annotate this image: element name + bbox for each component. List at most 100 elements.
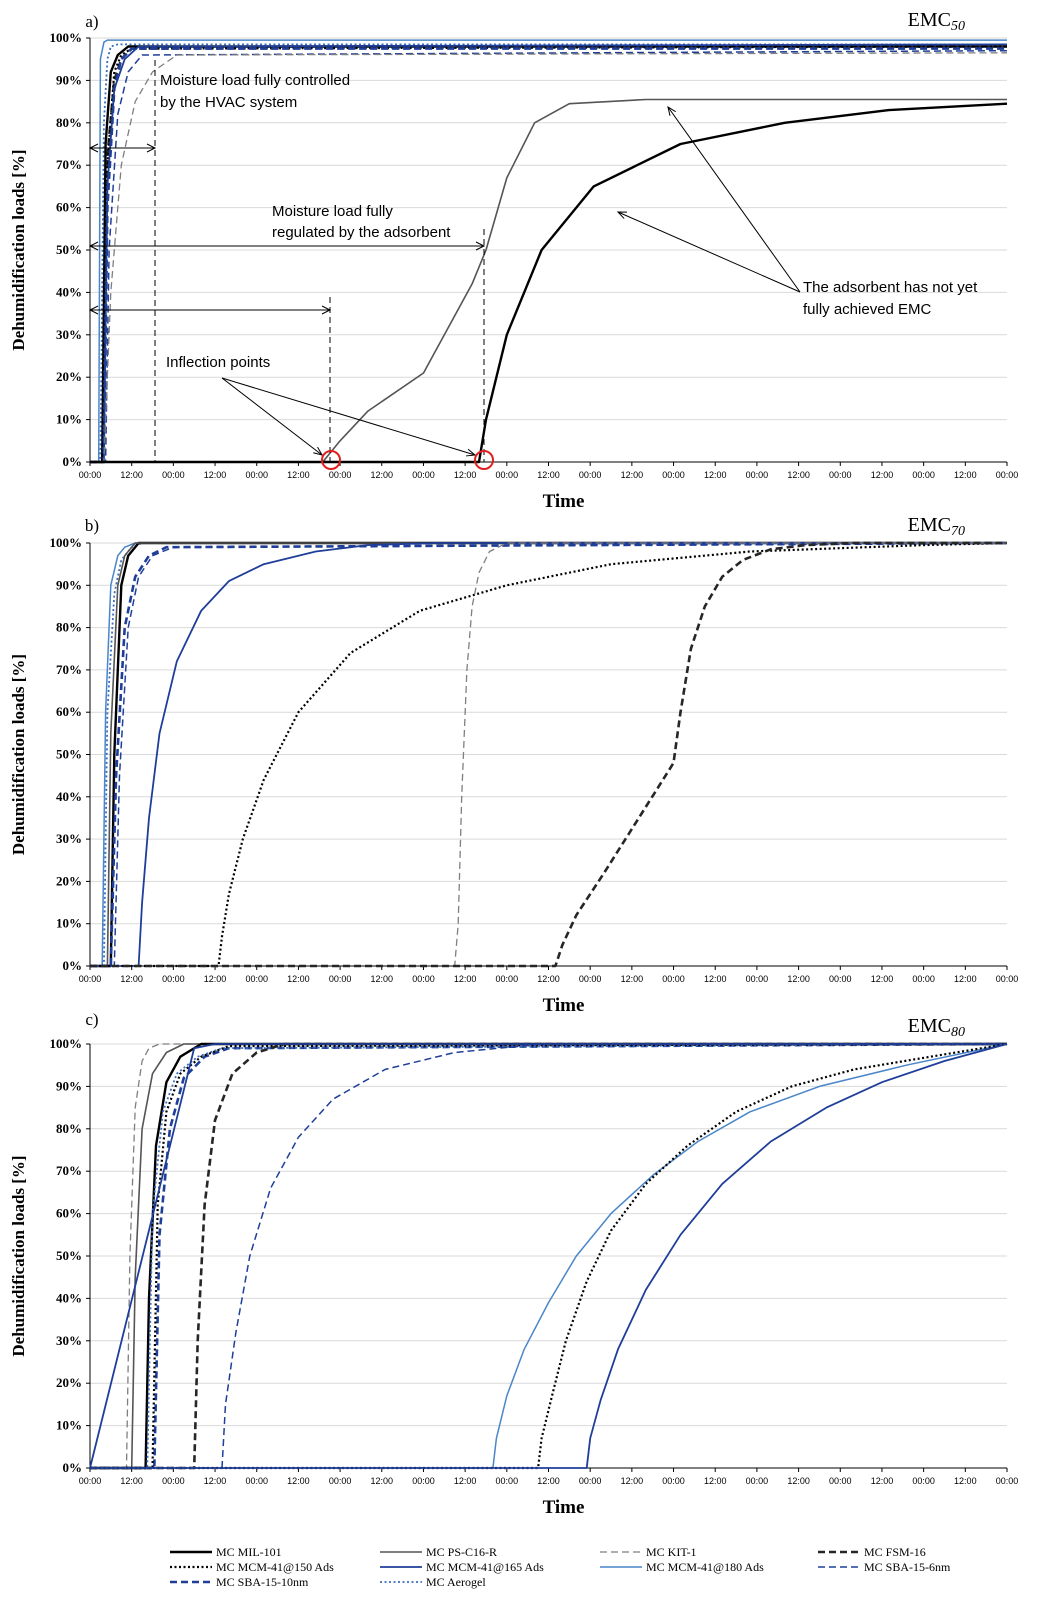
x-tick-label: 12:00	[537, 974, 560, 984]
series-line-fsm16	[90, 1042, 1007, 1470]
inflection-marker	[474, 450, 494, 470]
y-tick-label: 30%	[56, 831, 82, 846]
legend-label-mcm150: MC MCM-41@150 Ads	[216, 1560, 334, 1574]
legend-label-fsm16: MC FSM-16	[864, 1545, 926, 1559]
y-tick-label: 90%	[56, 72, 82, 87]
x-tick-label: 00:00	[412, 470, 435, 480]
annotation-arrowhead	[88, 241, 99, 251]
panel-title-main: EMC	[908, 514, 951, 536]
x-tick-label: 12:00	[537, 1476, 560, 1486]
y-tick-label: 100%	[50, 30, 83, 45]
x-tick-label: 12:00	[704, 470, 727, 480]
x-tick-label: 12:00	[621, 470, 644, 480]
panel-title-sub: 70	[951, 524, 965, 539]
y-tick-label: 20%	[56, 369, 82, 384]
annotation-text: Moisture load fully	[272, 203, 393, 220]
x-tick-label: 00:00	[662, 974, 685, 984]
panel-title-sub: 50	[951, 19, 965, 34]
x-tick-label: 12:00	[120, 1476, 143, 1486]
annotation-pointer-head	[616, 211, 628, 219]
x-tick-label: 12:00	[371, 974, 394, 984]
annotation-pointer	[617, 211, 801, 293]
x-tick-label: 00:00	[329, 1476, 352, 1486]
panel-title-sub: 80	[951, 1025, 965, 1040]
annotation-text: by the HVAC system	[160, 94, 297, 111]
annotation-text: Moisture load fully controlled	[160, 72, 350, 89]
panel-label: a)	[85, 12, 98, 31]
x-tick-label: 00:00	[412, 1476, 435, 1486]
x-tick-label: 12:00	[371, 1476, 394, 1486]
legend: MC MIL-101 MC PS-C16-R MC KIT-1 MC FSM-16MC…	[170, 1545, 951, 1589]
panel-title-main: EMC	[908, 1015, 951, 1037]
annotation-text: regulated by the adsorbent	[272, 224, 451, 241]
y-tick-label: 40%	[56, 284, 82, 299]
x-tick-label: 00:00	[996, 974, 1019, 984]
annotation-pointer	[221, 377, 476, 456]
x-tick-label: 12:00	[204, 1476, 227, 1486]
panel-label: c)	[85, 1010, 98, 1029]
series-line-sba6	[90, 542, 1008, 967]
x-tick-label: 00:00	[579, 1476, 602, 1486]
x-tick-label: 12:00	[621, 1476, 644, 1486]
x-tick-label: 00:00	[79, 470, 102, 480]
x-tick-label: 00:00	[662, 1476, 685, 1486]
series-line-kit1	[90, 542, 1007, 967]
x-tick-label: 12:00	[787, 1476, 810, 1486]
panel-title-main: EMC	[908, 9, 951, 31]
annotation-arrowhead	[475, 241, 486, 251]
series-line-kit1	[90, 52, 1008, 463]
x-tick-label: 00:00	[496, 974, 519, 984]
legend-label-kit1: MC KIT-1	[646, 1545, 697, 1559]
chart-panel-3: 0% 10% 20% 30% 40% 50% 60% 70% 80% 90% 100% 00:00 12…	[9, 1010, 1018, 1518]
panel-title: EMC50	[908, 9, 965, 34]
series-line-psc16r	[90, 98, 1007, 463]
chart-panel-2: 0% 10% 20% 30% 40% 50% 60% 70% 80% 90% 100% 00:00 12…	[9, 514, 1018, 1016]
panel-title: EMC70	[908, 514, 965, 539]
series-line-fsm16	[90, 541, 1007, 968]
x-tick-label: 00:00	[579, 470, 602, 480]
x-tick-label: 00:00	[496, 1476, 519, 1486]
x-tick-label: 12:00	[287, 974, 310, 984]
x-tick-label: 12:00	[287, 1476, 310, 1486]
legend-label-sba10: MC SBA-15-10nm	[216, 1575, 309, 1589]
y-axis-title: Dehumidification loads [%]	[9, 1155, 28, 1356]
x-tick-label: 12:00	[871, 974, 894, 984]
x-tick-label: 00:00	[329, 974, 352, 984]
series-line-mcm150	[90, 541, 1008, 968]
x-tick-label: 00:00	[829, 974, 852, 984]
series-line-kit1	[90, 1043, 1007, 1469]
series-line-mcm165	[90, 542, 1007, 967]
x-tick-label: 12:00	[537, 470, 560, 480]
y-tick-label: 20%	[56, 1375, 82, 1390]
x-tick-label: 00:00	[496, 470, 519, 480]
legend-label-psc16r: MC PS-C16-R	[426, 1545, 497, 1559]
y-tick-label: 60%	[56, 1206, 82, 1221]
series-line-mil101	[90, 102, 1008, 464]
series-line-mcm165	[89, 1043, 1007, 1469]
x-axis-title: Time	[543, 995, 585, 1016]
x-tick-label: 00:00	[579, 974, 602, 984]
y-tick-label: 80%	[56, 620, 82, 635]
x-tick-label: 00:00	[162, 470, 185, 480]
x-tick-label: 12:00	[871, 1476, 894, 1486]
inflection-marker	[321, 450, 341, 470]
series-line-mcm180	[90, 1043, 1008, 1469]
x-tick-label: 00:00	[412, 974, 435, 984]
x-tick-label: 00:00	[79, 1476, 102, 1486]
y-tick-label: 50%	[56, 242, 82, 257]
y-tick-label: 50%	[56, 747, 82, 762]
x-tick-label: 12:00	[287, 470, 310, 480]
annotation-pointer-head	[313, 446, 324, 456]
x-axis-title: Time	[543, 1497, 585, 1518]
y-tick-label: 20%	[56, 873, 82, 888]
x-tick-label: 12:00	[704, 974, 727, 984]
legend-label-mcm180: MC MCM-41@180 Ads	[646, 1560, 764, 1574]
y-tick-label: 50%	[56, 1248, 82, 1263]
x-tick-label: 00:00	[162, 974, 185, 984]
y-tick-label: 60%	[56, 200, 82, 215]
x-tick-label: 12:00	[954, 470, 977, 480]
y-tick-label: 70%	[56, 662, 82, 677]
annotation-pointer-head	[465, 448, 477, 457]
x-tick-label: 12:00	[120, 974, 143, 984]
series-line-mcm150	[90, 1042, 1008, 1470]
